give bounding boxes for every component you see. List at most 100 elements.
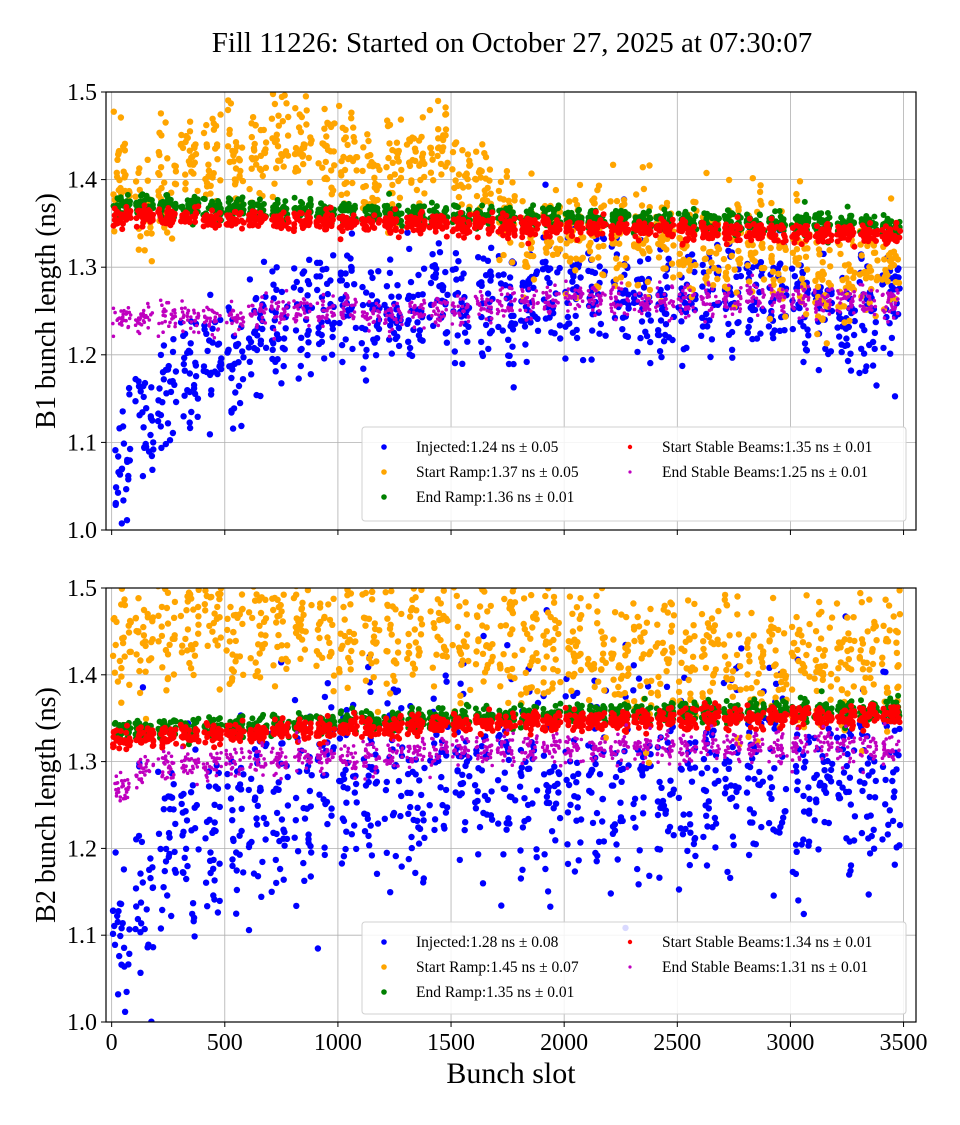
data-point <box>140 424 146 430</box>
data-point <box>270 347 276 353</box>
data-point <box>713 250 719 256</box>
data-point <box>509 259 515 265</box>
data-point <box>181 361 187 367</box>
data-point <box>192 330 196 334</box>
data-point <box>181 393 187 399</box>
data-point <box>663 301 667 305</box>
data-point <box>181 355 187 361</box>
data-point <box>647 287 653 293</box>
data-point <box>298 199 304 205</box>
data-point <box>260 320 264 324</box>
data-point <box>531 298 535 302</box>
data-point <box>711 288 715 292</box>
data-point <box>548 329 554 335</box>
data-point <box>510 306 514 310</box>
data-point <box>150 439 156 445</box>
data-point <box>505 337 511 343</box>
data-point <box>293 327 299 333</box>
data-point <box>408 302 412 306</box>
data-point <box>191 385 197 391</box>
data-point <box>363 289 369 295</box>
data-point <box>806 285 810 289</box>
data-point <box>476 302 480 306</box>
data-point <box>429 150 435 156</box>
data-point <box>395 178 401 184</box>
data-point <box>323 266 329 272</box>
chart-title: Fill 11226: Started on October 27, 2025 … <box>212 27 813 59</box>
data-point <box>260 295 264 299</box>
data-point <box>386 191 392 197</box>
data-point <box>276 123 282 129</box>
data-point <box>803 254 809 260</box>
data-point <box>114 170 120 176</box>
data-point <box>721 256 727 262</box>
data-point <box>136 330 140 334</box>
data-point <box>760 231 766 237</box>
data-point <box>587 305 591 309</box>
data-point <box>506 361 512 367</box>
data-point <box>474 193 480 199</box>
data-point <box>567 255 573 261</box>
data-point <box>213 336 217 340</box>
data-point <box>127 457 133 463</box>
data-point <box>683 209 689 215</box>
data-point <box>339 228 345 234</box>
data-point <box>483 322 489 328</box>
data-point <box>635 282 641 288</box>
data-point <box>179 212 185 218</box>
data-point <box>480 219 486 225</box>
data-point <box>737 237 743 243</box>
data-point <box>116 148 122 154</box>
data-point <box>589 197 595 203</box>
data-point <box>745 330 751 336</box>
data-point <box>873 313 877 317</box>
data-point <box>361 314 365 318</box>
data-point <box>173 325 177 329</box>
data-point <box>684 238 690 244</box>
data-point <box>125 961 131 967</box>
data-point <box>389 182 395 188</box>
data-point <box>703 320 707 324</box>
data-point <box>430 222 436 228</box>
data-point <box>306 257 312 263</box>
data-point <box>617 292 621 296</box>
legend-entry: End Ramp:1.36 ns ± 0.01 <box>416 489 574 506</box>
data-point <box>839 297 843 301</box>
data-point <box>338 192 344 198</box>
data-point <box>142 309 146 313</box>
data-point <box>172 211 178 217</box>
data-point <box>543 245 549 251</box>
data-point <box>640 297 644 301</box>
data-point <box>134 224 140 230</box>
data-point <box>816 367 822 373</box>
data-point <box>553 222 559 228</box>
data-point <box>437 324 441 328</box>
data-point <box>573 307 577 311</box>
data-point <box>329 223 335 229</box>
data-point <box>453 203 459 209</box>
data-point <box>818 298 822 302</box>
data-point <box>885 278 891 284</box>
data-point <box>748 287 752 291</box>
data-point <box>191 145 197 151</box>
data-point <box>479 141 485 147</box>
data-point <box>589 327 595 333</box>
data-point <box>436 317 440 321</box>
data-point <box>414 187 420 193</box>
data-point <box>156 152 162 158</box>
data-point <box>186 315 190 319</box>
data-point <box>459 361 465 367</box>
data-point <box>331 314 335 318</box>
data-point <box>829 303 833 307</box>
data-point <box>294 320 298 324</box>
data-point <box>793 216 799 222</box>
legend-marker <box>381 469 387 475</box>
data-point <box>304 107 310 113</box>
data-point <box>462 173 468 179</box>
data-point <box>164 229 170 235</box>
data-point <box>438 161 444 167</box>
data-point <box>418 314 422 318</box>
data-point <box>339 277 345 283</box>
data-point <box>679 363 685 369</box>
data-point <box>230 300 234 304</box>
